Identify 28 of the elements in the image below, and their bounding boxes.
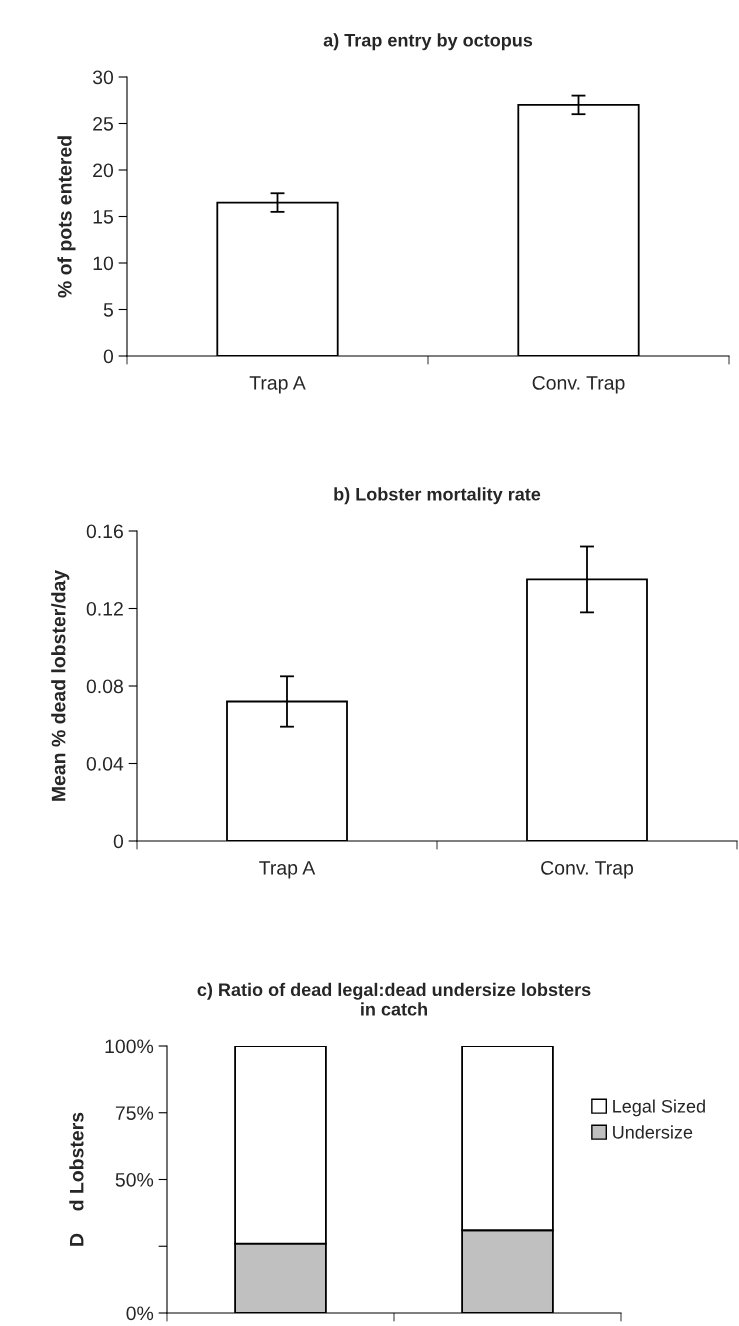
y-axis-title: Mean % dead lobster/day	[51, 569, 70, 801]
y-tick-label: 25	[93, 116, 113, 131]
y-tick-label: 0	[103, 349, 114, 364]
y-tick-label: 50%	[115, 1172, 154, 1187]
y-tick-label: 20	[93, 163, 114, 178]
y-tick-label: 0.16	[86, 524, 123, 539]
chart-title: a) Trap entry by octopus	[323, 33, 533, 51]
x-tick-label: Trap A	[249, 376, 306, 394]
y-tick-label: 100%	[105, 1039, 154, 1054]
y-axis-title: % of pots entered	[57, 136, 76, 298]
x-tick-label: Trap A	[259, 861, 316, 879]
y-tick-label: 15	[93, 210, 113, 224]
chart-title: b) Lobster mortality rate	[334, 487, 541, 505]
y-tick-label: 30	[92, 70, 114, 85]
y-tick-label: 0.04	[86, 756, 124, 771]
x-tick-label: Conv. Trap	[532, 375, 625, 394]
y-tick-label: 0	[113, 834, 124, 849]
chart-title: c) Ratio of dead legal:dead undersize lobsters in catch	[197, 982, 591, 1016]
y-tick-label: 75%	[115, 1106, 154, 1120]
y-axis-title: D d Lobsters	[69, 1112, 84, 1246]
legend-label: Legal Sized	[613, 1099, 705, 1117]
y-tick-label: 5	[103, 303, 113, 317]
y-tick-label: 10	[93, 256, 114, 271]
y-tick-label: 0%	[126, 1306, 154, 1321]
y-tick-label: 0.08	[86, 679, 123, 694]
y-tick-label: 0.12	[86, 601, 123, 616]
x-tick-label: Conv. Trap	[541, 860, 634, 879]
legend-label: Undersize	[613, 1125, 693, 1139]
